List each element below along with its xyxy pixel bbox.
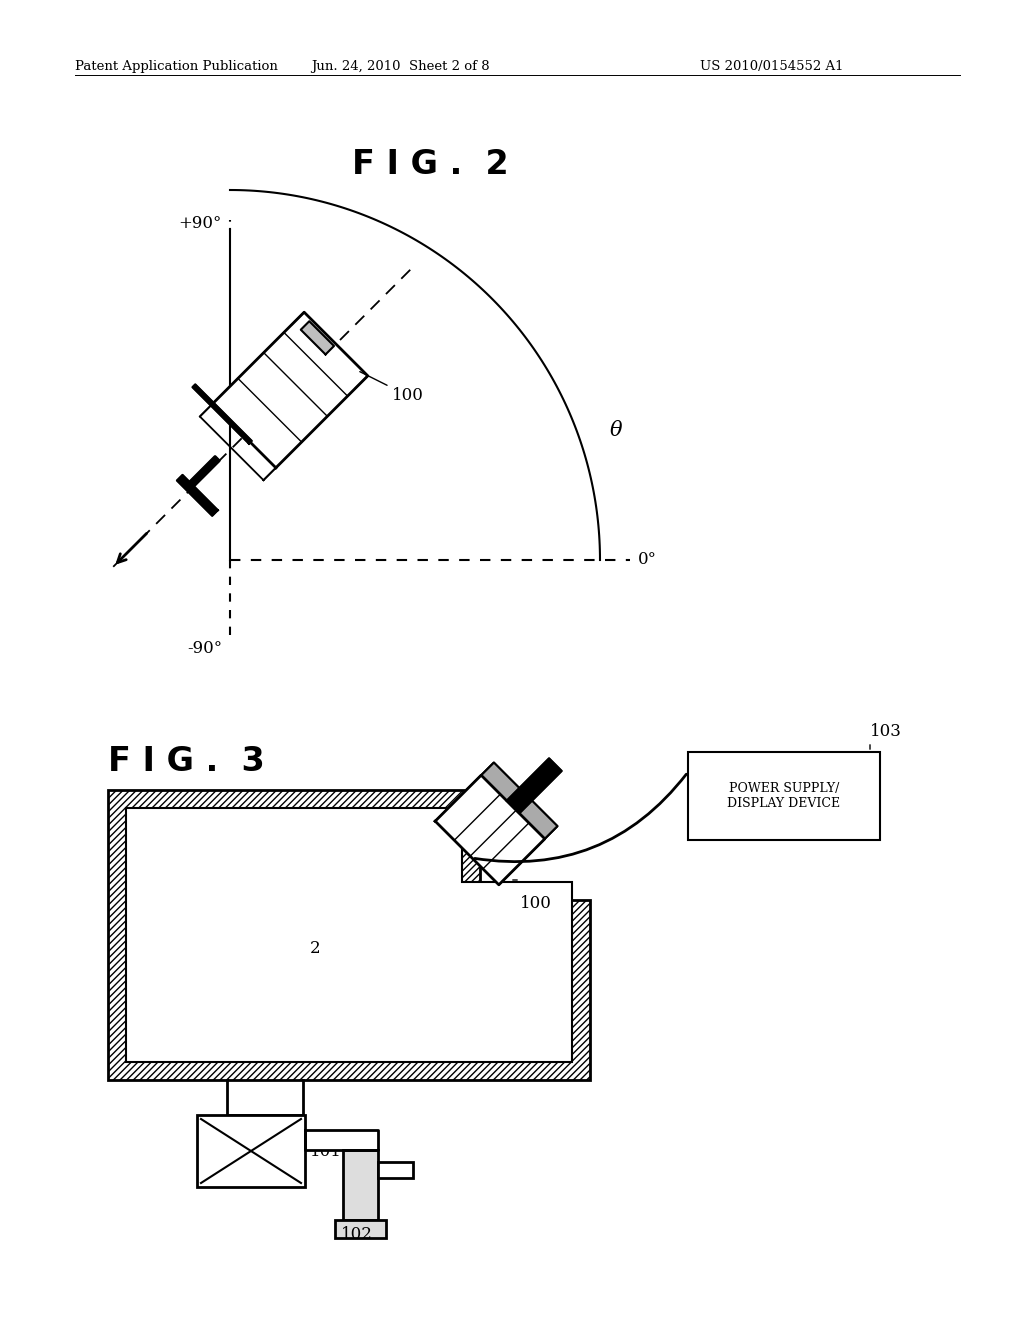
Polygon shape	[305, 1130, 378, 1150]
Polygon shape	[343, 1150, 378, 1220]
Polygon shape	[507, 758, 562, 813]
Text: F I G .  3: F I G . 3	[108, 744, 265, 777]
Polygon shape	[301, 321, 334, 355]
Polygon shape	[197, 1115, 305, 1187]
Polygon shape	[108, 789, 590, 1080]
Polygon shape	[177, 475, 218, 516]
Polygon shape	[193, 384, 252, 444]
Text: +90°: +90°	[178, 215, 222, 232]
Text: Jun. 24, 2010  Sheet 2 of 8: Jun. 24, 2010 Sheet 2 of 8	[310, 59, 489, 73]
Text: 103: 103	[870, 723, 902, 741]
Text: 101: 101	[310, 1143, 342, 1159]
Text: 100: 100	[520, 895, 552, 912]
Polygon shape	[435, 775, 545, 884]
Polygon shape	[447, 763, 557, 873]
Text: POWER SUPPLY/
DISPLAY DEVICE: POWER SUPPLY/ DISPLAY DEVICE	[727, 781, 841, 810]
Polygon shape	[378, 1162, 413, 1177]
Polygon shape	[186, 457, 219, 488]
Polygon shape	[435, 808, 512, 884]
Text: θ: θ	[610, 421, 623, 440]
Polygon shape	[435, 763, 494, 821]
Text: 2: 2	[310, 940, 321, 957]
Text: 102: 102	[341, 1226, 373, 1243]
Polygon shape	[126, 808, 572, 1063]
Polygon shape	[481, 763, 557, 838]
Polygon shape	[688, 752, 880, 840]
Polygon shape	[499, 826, 557, 884]
Polygon shape	[212, 313, 368, 467]
Polygon shape	[335, 1220, 386, 1238]
Text: 0°: 0°	[638, 552, 657, 569]
Text: -90°: -90°	[186, 640, 222, 657]
Text: Patent Application Publication: Patent Application Publication	[75, 59, 278, 73]
Text: US 2010/0154552 A1: US 2010/0154552 A1	[700, 59, 844, 73]
Text: 100: 100	[359, 372, 424, 404]
Text: F I G .  2: F I G . 2	[351, 148, 508, 181]
